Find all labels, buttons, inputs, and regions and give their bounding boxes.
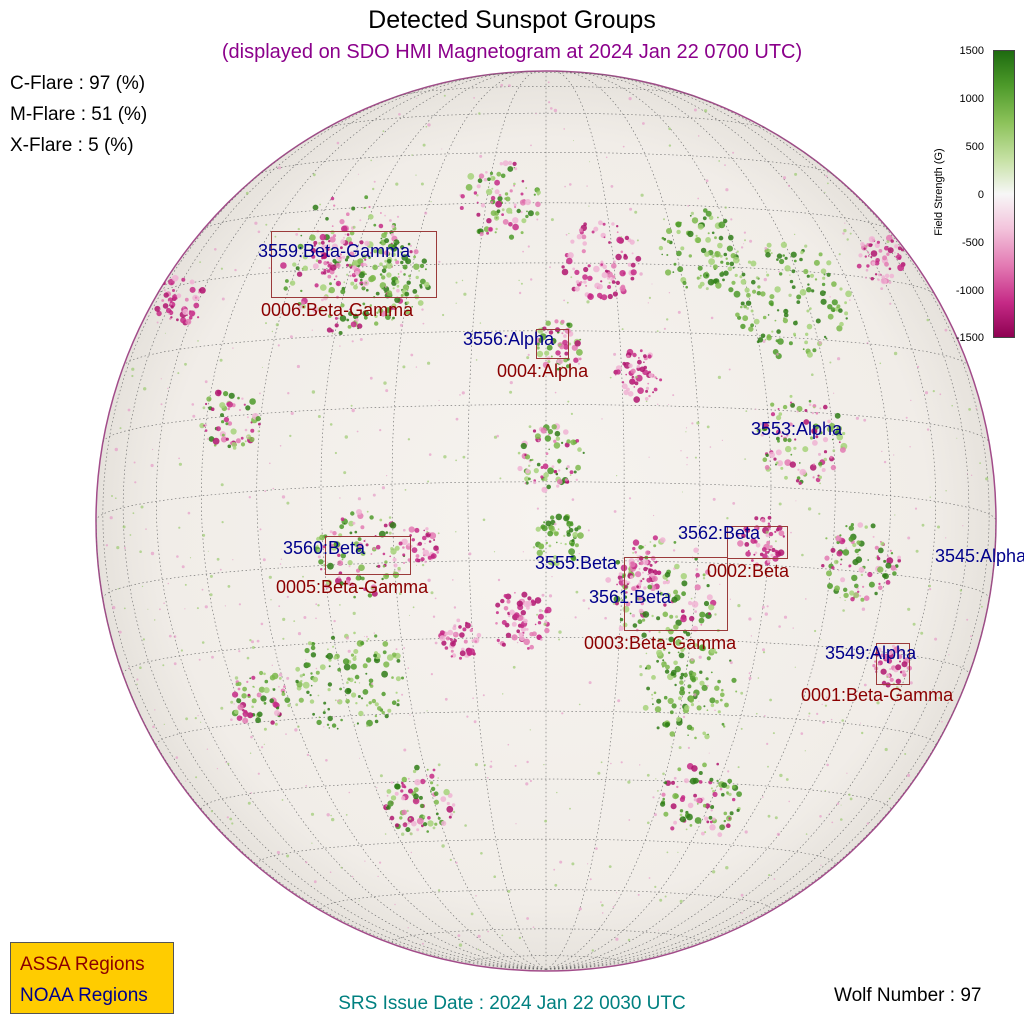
noaa-label-3555: 3555:Beta — [535, 553, 618, 573]
noaa-label-3560: 3560:Beta — [283, 538, 366, 558]
assa-label-0003: 0003:Beta-Gamma — [584, 633, 737, 653]
assa-label-0004: 0004:Alpha — [497, 361, 589, 381]
assa-label-0006: 0006:Beta-Gamma — [261, 300, 414, 320]
srs-issue-date: SRS Issue Date : 2024 Jan 22 0030 UTC — [338, 993, 686, 1014]
page-title: Detected Sunspot Groups — [368, 6, 656, 34]
region-box-0004 — [536, 329, 569, 359]
colorbar-tick: 0 — [977, 189, 984, 201]
noaa-label-3559: 3559:Beta-Gamma — [258, 241, 411, 261]
colorbar-tick: 1500 — [959, 45, 984, 57]
colorbar-tick: -1500 — [955, 332, 984, 344]
noaa-label-3562: 3562:Beta — [678, 523, 761, 543]
assa-label-0002: 0002:Beta — [707, 561, 790, 581]
noaa-label-3556: 3556:Alpha — [463, 329, 555, 349]
assa-label-0001: 0001:Beta-Gamma — [801, 685, 954, 705]
regions-legend — [10, 942, 174, 1014]
region-box-0002 — [727, 526, 788, 559]
assa-label-0005: 0005:Beta-Gamma — [276, 577, 429, 597]
colorbar-tick: -1000 — [955, 285, 984, 297]
region-box-0001 — [876, 643, 910, 685]
legend-assa-regions: ASSA Regions — [20, 954, 145, 975]
region-box-0005 — [325, 536, 411, 575]
region-box-0006 — [271, 231, 437, 298]
colorbar-tick: 500 — [965, 141, 984, 153]
x-flare-probability: X-Flare : 5 (%) — [10, 135, 134, 156]
noaa-label-3545: 3545:Alpha — [935, 546, 1024, 566]
noaa-label-3553: 3553:Alpha — [751, 419, 843, 439]
m-flare-probability: M-Flare : 51 (%) — [10, 104, 148, 125]
noaa-label-3549: 3549:Alpha — [825, 643, 917, 663]
lat-lon-grid — [96, 71, 996, 970]
c-flare-probability: C-Flare : 97 (%) — [10, 73, 146, 94]
wolf-number: Wolf Number : 97 — [834, 985, 982, 1006]
colorbar-tick: 1000 — [959, 93, 984, 105]
region-box-0003 — [624, 557, 728, 631]
field-strength-colorbar — [993, 50, 1015, 338]
magnetogram-patches — [105, 81, 989, 952]
legend-noaa-regions: NOAA Regions — [20, 985, 148, 1006]
colorbar-tick: -500 — [961, 237, 984, 249]
noaa-label-3561: 3561:Beta — [589, 587, 672, 607]
page-subtitle: (displayed on SDO HMI Magnetogram at 202… — [221, 41, 803, 63]
